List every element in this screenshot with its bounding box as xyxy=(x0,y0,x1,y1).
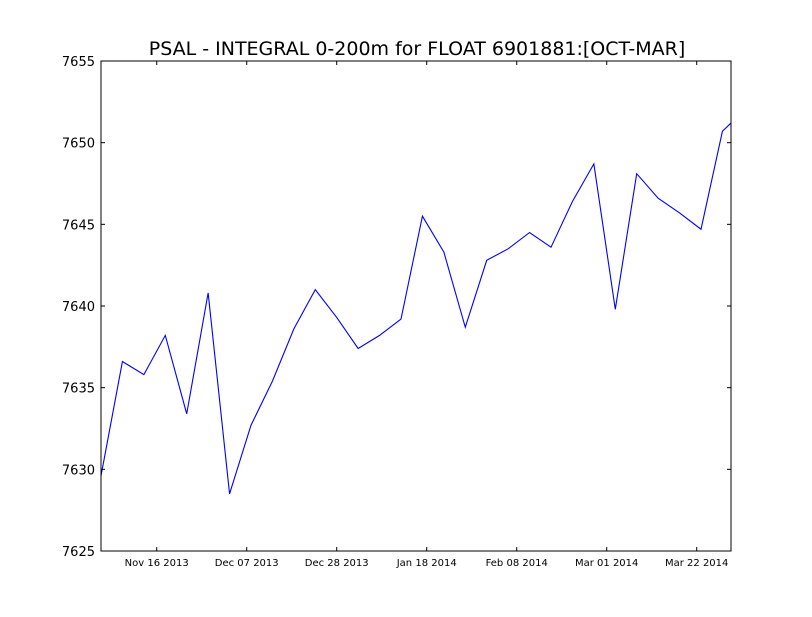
axes-frame xyxy=(100,60,732,552)
x-tick-label: Jan 18 2014 xyxy=(396,558,457,569)
x-tick-label: Nov 16 2013 xyxy=(125,558,189,569)
y-tick-label: 7645 xyxy=(62,218,95,233)
y-tick-label: 7635 xyxy=(62,382,95,397)
x-tick-label: Mar 01 2014 xyxy=(575,558,638,569)
x-tick-label: Feb 08 2014 xyxy=(486,558,548,569)
chart-title: PSAL - INTEGRAL 0-200m for FLOAT 6901881… xyxy=(149,38,686,60)
x-tick-label: Dec 28 2013 xyxy=(305,558,369,569)
y-tick-label: 7630 xyxy=(62,463,95,478)
x-axis: Nov 16 2013 Dec 07 2013 Dec 28 2013 Jan 18 … xyxy=(125,61,728,569)
y-axis: 7625 7630 7635 7640 7645 7650 7655 xyxy=(62,55,731,560)
y-tick-label: 7655 xyxy=(62,55,95,70)
y-tick-label: 7650 xyxy=(62,137,95,152)
y-tick-label: 7625 xyxy=(62,545,95,560)
x-tick-label: Dec 07 2013 xyxy=(215,558,279,569)
y-tick-label: 7640 xyxy=(62,300,95,315)
x-tick-label: Mar 22 2014 xyxy=(665,558,728,569)
plot-area xyxy=(100,122,732,494)
series-line xyxy=(100,122,732,494)
